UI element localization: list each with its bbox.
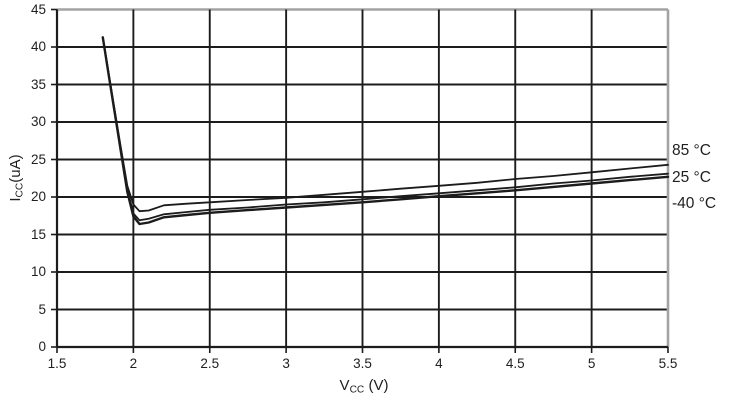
curve--40C [101,36,670,226]
y-axis-title-base: I [7,197,24,202]
x-tick-label: 5 [587,356,596,371]
y-tick-label: 40 [30,39,46,54]
x-tick-label: 5.5 [658,356,678,371]
y-axis-title-subscript: CC [14,182,26,198]
y-tick-label: 5 [38,301,46,317]
x-tick-label: 3 [282,356,290,371]
legend-label-85c: 85 °C [672,142,711,159]
x-tick-label: 2 [129,356,138,371]
y-axis-title: ICC(uA) [5,123,27,233]
legend-label-minus40c: -40 °C [672,195,717,212]
x-axis-title: VCC (V) [340,376,389,396]
y-axis-title-unit: (uA) [7,154,24,183]
x-tick-label: 3.5 [353,356,372,371]
curve-25C [101,36,669,222]
x-tick-label: 1.5 [47,356,67,371]
x-axis-title-unit: (V) [364,377,389,394]
y-tick-label: 20 [30,189,46,204]
y-tick-label: 30 [30,114,46,129]
legend-label-25c: 25 °C [672,169,711,186]
x-axis-title-base: V [339,377,350,394]
y-tick-label: 45 [30,1,46,17]
y-tick-label: 15 [30,226,46,242]
y-tick-label: 35 [30,76,46,92]
y-tick-label: 0 [38,339,46,354]
x-tick-label: 4.5 [505,356,525,371]
x-axis-title-subscript: CC [349,384,365,396]
y-tick-label: 25 [30,151,46,167]
x-tick-label: 4 [435,356,443,371]
y-tick-label: 10 [30,264,46,279]
x-tick-label: 2.5 [200,356,220,371]
